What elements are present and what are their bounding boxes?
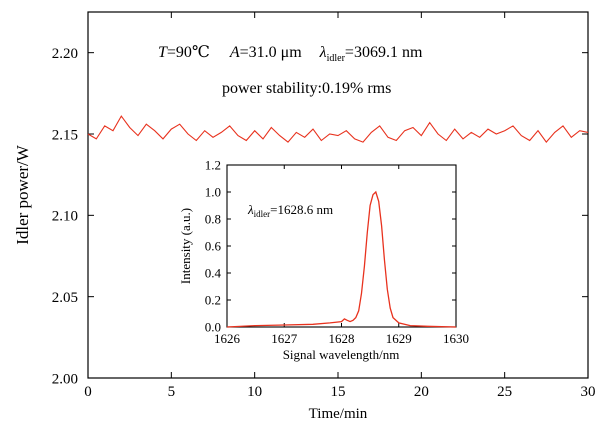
x-tick-label: 1628 <box>329 331 355 346</box>
inset-axis-ticks: 1626 1627 1628 1629 1630 0.0 0.2 0.4 0.6 0.8 1.0 1.… <box>205 158 469 346</box>
x-tick-label: 1629 <box>386 331 412 346</box>
lambda-value: =3069.1 nm <box>345 44 423 61</box>
y-tick-label: 2.10 <box>52 209 78 225</box>
main-axis-ticks: 0 5 10 15 20 25 30 2.00 2.05 2.10 2.15 2.20 <box>52 12 596 400</box>
inset-lambda-symbol: λ <box>247 202 254 217</box>
inset-annotation-wavelength: λidler=1628.6 nm <box>247 202 333 219</box>
y-tick-label: 0.4 <box>205 266 222 281</box>
x-tick-label: 25 <box>497 384 512 400</box>
x-tick-label: 30 <box>581 384 596 400</box>
y-tick-label: 2.15 <box>52 127 78 143</box>
t-symbol: T <box>158 44 168 61</box>
y-tick-label: 2.00 <box>52 371 78 387</box>
y-tick-label: 0.6 <box>205 239 222 254</box>
main-annotation-parameters: T=90℃ A=31.0 μm λidler=3069.1 nm <box>158 44 423 64</box>
inset-x-axis-label: Signal wavelength/nm <box>283 347 400 362</box>
main-y-axis-label: Idler power/W <box>13 144 32 245</box>
lambda-subscript: idler <box>327 53 346 64</box>
signal-spectrum-line <box>226 190 457 328</box>
y-tick-label: 2.20 <box>52 46 78 62</box>
idler-power-series-line <box>87 115 589 143</box>
x-tick-label: 20 <box>414 384 429 400</box>
x-tick-label: 1626 <box>214 331 241 346</box>
inset-y-axis-label: Intensity (a.u.) <box>178 208 193 284</box>
x-tick-label: 1630 <box>443 331 469 346</box>
y-tick-label: 1.2 <box>205 158 221 173</box>
inset-lambda-value: =1628.6 nm <box>270 202 333 217</box>
y-tick-label: 0.2 <box>205 293 221 308</box>
x-tick-label: 15 <box>331 384 346 400</box>
a-symbol: A <box>229 44 240 61</box>
a-value: =31.0 μm <box>240 44 303 61</box>
y-tick-label: 0.8 <box>205 212 221 227</box>
y-tick-label: 2.05 <box>52 290 78 306</box>
x-tick-label: 1627 <box>271 331 298 346</box>
main-x-axis-label: Time/min <box>309 406 368 422</box>
inset-lambda-subscript: idler <box>254 209 271 219</box>
y-tick-label: 1.0 <box>205 185 221 200</box>
x-tick-label: 10 <box>247 384 262 400</box>
y-tick-label: 0.0 <box>205 320 221 335</box>
lambda-symbol: λ <box>319 44 327 61</box>
inset-plot-frame <box>226 164 457 328</box>
power-stability-annotation: power stability:0.19% rms <box>222 80 391 97</box>
x-tick-label: 0 <box>84 384 92 400</box>
t-value: =90℃ <box>167 44 210 61</box>
x-tick-label: 5 <box>168 384 176 400</box>
